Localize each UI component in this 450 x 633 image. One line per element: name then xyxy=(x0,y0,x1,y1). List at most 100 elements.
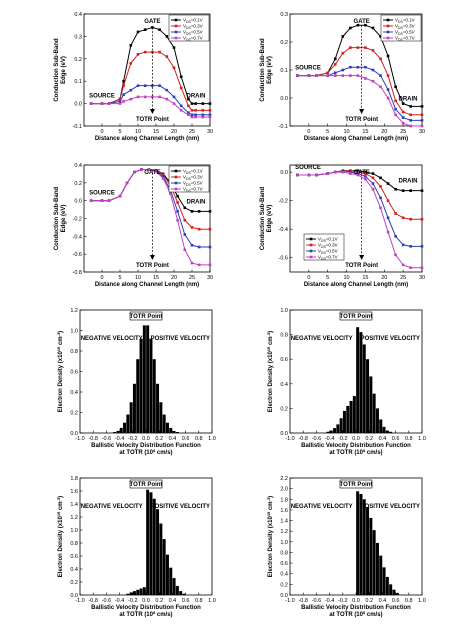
x-tick-label: -0.8 xyxy=(298,436,307,442)
y-tick-label: 0.2 xyxy=(280,406,288,412)
gate-label: GATE xyxy=(144,19,160,25)
y-tick-label: 1.2 xyxy=(70,308,78,314)
x-tick-label: -0.2 xyxy=(338,436,347,442)
data-point xyxy=(394,107,397,111)
histogram-bar xyxy=(389,431,393,433)
positive-velocity-label: POSITIVE VELOCITY xyxy=(361,336,420,342)
totr-label: TOTR Point xyxy=(340,314,373,320)
data-point xyxy=(296,74,299,77)
x-tick-label: 20 xyxy=(171,129,177,135)
data-point xyxy=(364,175,367,178)
chart-panel-6: -1.0 -0.8 -0.6 -0.4 -0.2 0.0 0.2 0.4 0.6 0.8 1.0 0.… xyxy=(266,308,426,456)
histogram-bar xyxy=(149,492,153,595)
data-point xyxy=(187,113,190,117)
histogram-bar xyxy=(326,431,330,433)
data-point xyxy=(190,226,194,229)
data-point xyxy=(197,227,201,231)
data-point xyxy=(183,248,187,252)
y-tick-label: 1.8 xyxy=(70,476,78,482)
y-tick-label: 1.8 xyxy=(280,497,288,503)
x-axis-label: Distance along Channel Length (nm) xyxy=(95,282,199,288)
data-point xyxy=(341,51,345,55)
data-point xyxy=(100,102,104,105)
data-point xyxy=(208,210,212,213)
y-tick-label: 0.6 xyxy=(70,554,78,560)
source-label: SOURCE xyxy=(295,165,321,171)
data-point xyxy=(420,124,424,128)
data-point xyxy=(208,102,212,105)
data-point xyxy=(176,218,179,222)
histogram-bar xyxy=(346,405,350,433)
legend-entry: VDS=0.7V xyxy=(183,187,203,193)
histogram-bar xyxy=(126,414,130,433)
legend-marker xyxy=(386,18,390,22)
x-tick-label: 1.0 xyxy=(418,436,426,442)
x-tick-label: 25 xyxy=(189,129,195,135)
data-point xyxy=(208,115,212,119)
data-point xyxy=(356,170,360,174)
x-tick-label: 5 xyxy=(326,129,329,135)
data-point xyxy=(122,79,125,83)
drain-label: DRAIN xyxy=(399,96,418,102)
data-point xyxy=(401,110,405,114)
data-point xyxy=(201,102,205,105)
negative-velocity-label: NEGATIVE VELOCITY xyxy=(81,336,143,342)
x-tick-label: 0.8 xyxy=(405,598,413,604)
data-point xyxy=(386,54,390,58)
histogram-bar xyxy=(172,578,176,595)
chart-panel-4: 0 5 10 15 20 25 30 -0.6 -0.4 -0.2 0.0 Distance alon… xyxy=(260,164,425,288)
y-tick-label: 1.0 xyxy=(70,528,78,534)
data-point xyxy=(401,189,405,192)
x-tick-label: -0.8 xyxy=(88,436,97,442)
series-line xyxy=(297,75,422,127)
x-tick-label: -0.6 xyxy=(102,598,111,604)
x-tick-label: -0.4 xyxy=(325,598,334,604)
data-point xyxy=(315,173,318,177)
data-point xyxy=(172,46,176,49)
x-tick-label: 0.6 xyxy=(392,598,400,604)
histogram-bar xyxy=(382,426,386,433)
histogram-bar xyxy=(385,430,389,433)
legend-entry: VDS=0.5V xyxy=(318,249,338,255)
data-point xyxy=(307,74,311,77)
x-tick-label: -0.4 xyxy=(325,436,334,442)
x-tick-label: 0.0 xyxy=(352,436,360,442)
x-tick-label: 10 xyxy=(135,129,141,135)
x-tick-label: 30 xyxy=(207,275,213,281)
histogram-bar xyxy=(333,428,337,433)
data-point xyxy=(154,169,158,173)
data-point xyxy=(394,113,397,117)
histogram-bar xyxy=(139,588,143,595)
histogram-bar xyxy=(165,422,169,433)
y-tick-label: 1.0 xyxy=(70,329,78,335)
legend-marker xyxy=(309,237,313,241)
y-tick-label: 1.6 xyxy=(70,489,78,495)
data-point xyxy=(197,210,201,213)
x-axis-label: Ballistic Velocity Distribution Function xyxy=(91,605,201,611)
y-tick-label: 0.2 xyxy=(70,580,78,586)
x-tick-label: -0.2 xyxy=(338,598,347,604)
y-tick-label: 0.3 xyxy=(280,12,288,18)
data-point xyxy=(379,85,382,89)
data-point xyxy=(208,113,212,117)
data-point xyxy=(140,168,143,171)
data-point xyxy=(194,102,197,105)
x-tick-label: 15 xyxy=(153,275,159,281)
x-tick-label: 25 xyxy=(400,129,406,135)
x-tick-label: 20 xyxy=(381,129,387,135)
data-point xyxy=(364,77,367,80)
histogram-bar xyxy=(146,489,150,595)
y-axis-label: Edge (eV) xyxy=(61,56,67,84)
y-tick-label: 0.0 xyxy=(70,593,78,599)
data-point xyxy=(364,177,367,181)
histogram-bar xyxy=(375,408,379,433)
y-tick-label: -0.2 xyxy=(73,217,82,223)
histogram-bar xyxy=(392,589,396,595)
data-point xyxy=(143,95,147,99)
data-point xyxy=(356,173,360,177)
legend-marker xyxy=(174,175,178,179)
data-point xyxy=(364,170,367,174)
histogram-bar xyxy=(136,589,140,595)
x-tick-label: 0.0 xyxy=(142,598,150,604)
totr-label-box xyxy=(339,311,373,321)
